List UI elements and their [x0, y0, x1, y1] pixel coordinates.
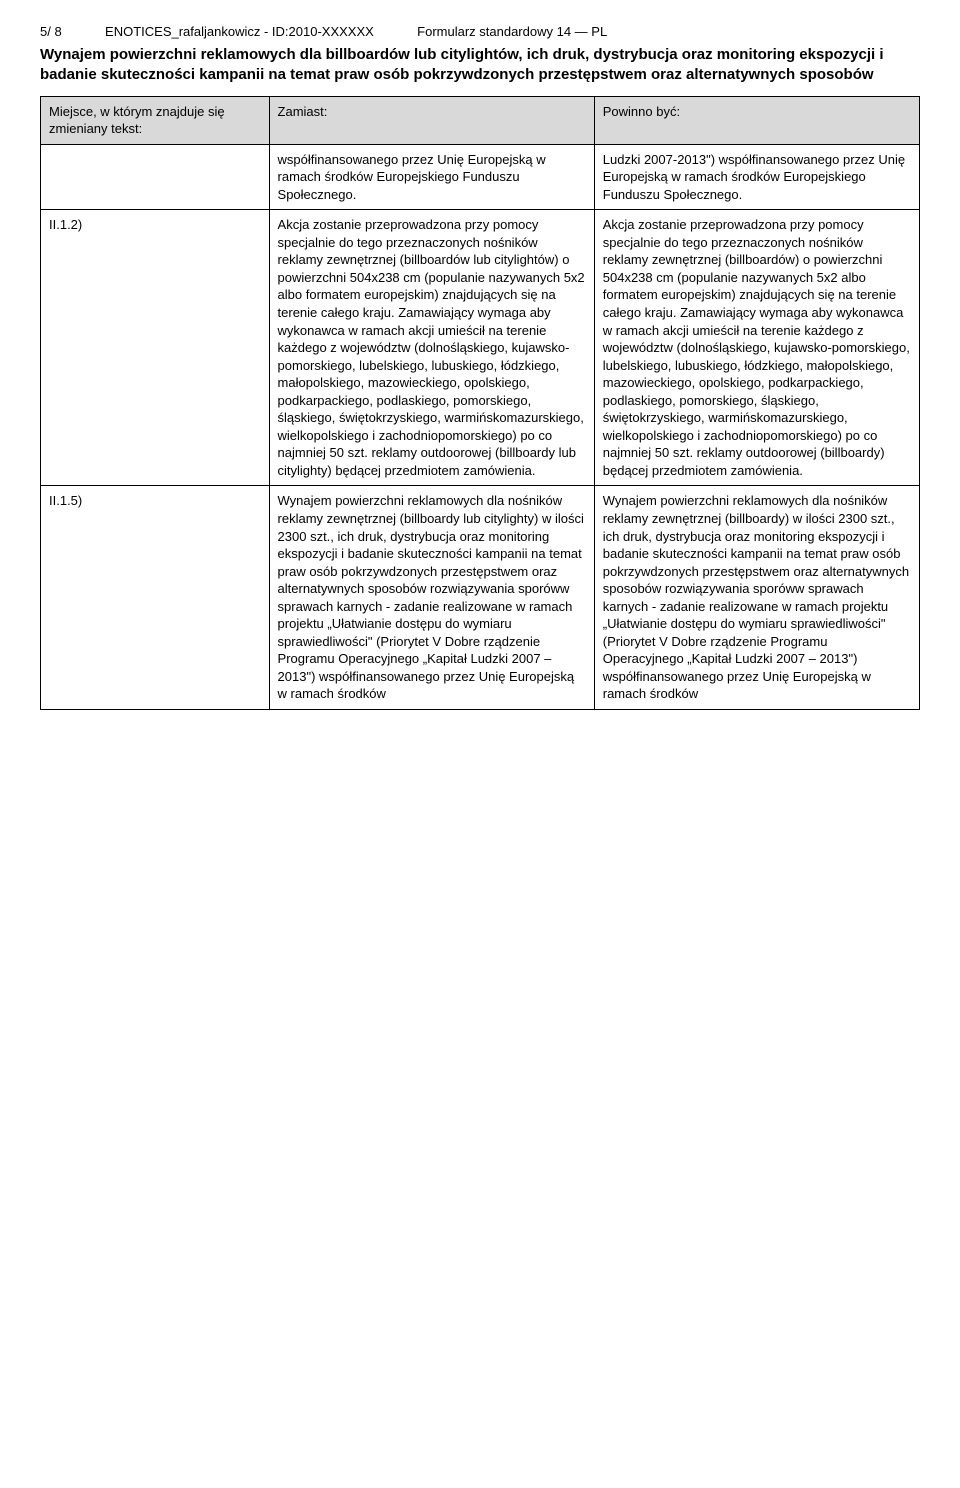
changes-table: Miejsce, w którym znajduje się zmieniany…: [40, 96, 920, 711]
col-should-header: Powinno być:: [594, 96, 919, 144]
page-title: Wynajem powierzchni reklamowych dla bill…: [40, 45, 920, 86]
table-row: II.1.5) Wynajem powierzchni reklamowych …: [41, 486, 920, 710]
table-row: współfinansowanego przez Unię Europejską…: [41, 144, 920, 210]
form-label: Formularz standardowy 14 — PL: [417, 24, 607, 39]
table-row: II.1.2) Akcja zostanie przeprowadzona pr…: [41, 210, 920, 486]
header-meta: 5/ 8 ENOTICES_rafaljankowicz - ID:2010-X…: [40, 24, 920, 39]
page-number: 5/ 8: [40, 24, 62, 39]
col-place-header: Miejsce, w którym znajduje się zmieniany…: [41, 96, 270, 144]
doc-reference: ENOTICES_rafaljankowicz - ID:2010-XXXXXX: [105, 24, 374, 39]
col-instead-header: Zamiast:: [269, 96, 594, 144]
cell-place: II.1.5): [41, 486, 270, 710]
page: 5/ 8 ENOTICES_rafaljankowicz - ID:2010-X…: [0, 0, 960, 750]
cell-should: Ludzki 2007-2013") współfinansowanego pr…: [594, 144, 919, 210]
cell-place: [41, 144, 270, 210]
cell-should: Akcja zostanie przeprowadzona przy pomoc…: [594, 210, 919, 486]
cell-instead: Akcja zostanie przeprowadzona przy pomoc…: [269, 210, 594, 486]
cell-instead: współfinansowanego przez Unię Europejską…: [269, 144, 594, 210]
cell-instead: Wynajem powierzchni reklamowych dla nośn…: [269, 486, 594, 710]
table-header-row: Miejsce, w którym znajduje się zmieniany…: [41, 96, 920, 144]
cell-place: II.1.2): [41, 210, 270, 486]
cell-should: Wynajem powierzchni reklamowych dla nośn…: [594, 486, 919, 710]
